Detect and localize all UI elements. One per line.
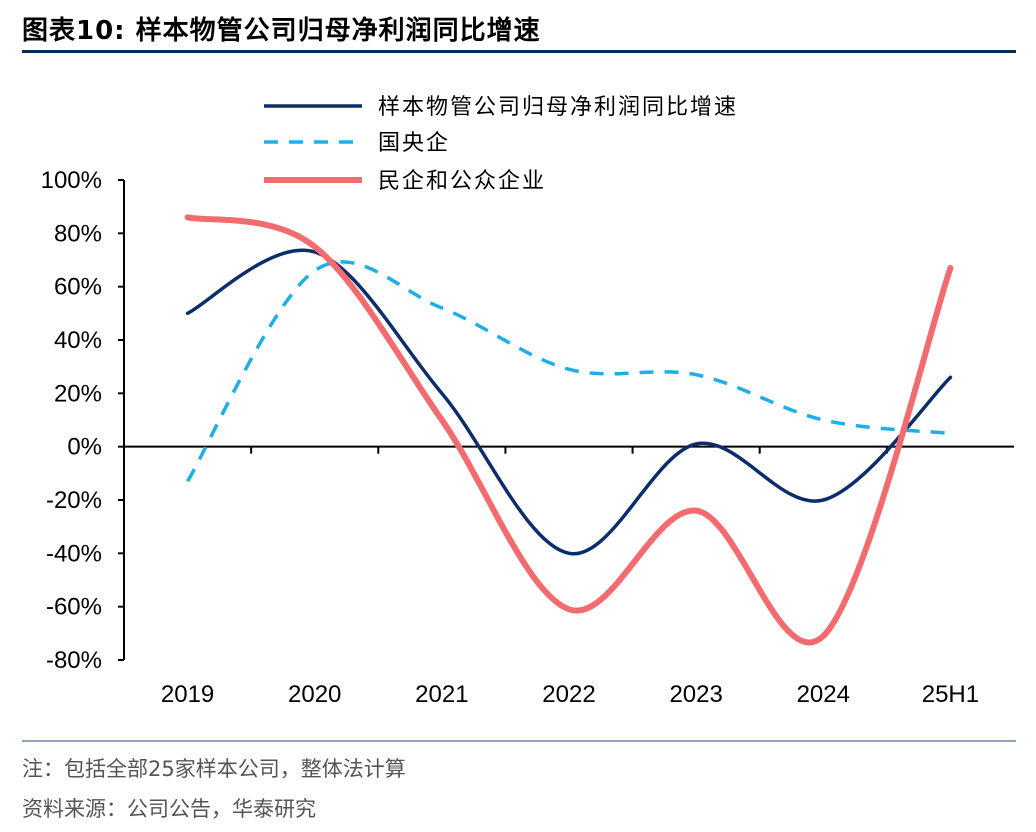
x-tick-label: 2024 (797, 681, 850, 708)
series-line-1 (185, 248, 953, 556)
chart-title: 图表10: 样本物管公司归母净利润同比增速 (22, 16, 541, 46)
title-rule (22, 50, 1016, 53)
source-note: 资料来源：公司公告，华泰研究 (22, 797, 316, 821)
x-tick-label: 2020 (288, 681, 341, 708)
y-tick-label: 20% (54, 380, 102, 407)
x-tick-label: 25H1 (922, 681, 979, 708)
series-line-3 (184, 214, 954, 646)
series-line-2 (186, 260, 951, 483)
x-tick-label: 2023 (669, 681, 722, 708)
y-tick-label: -60% (46, 594, 102, 621)
footnote: 注：包括全部25家样本公司，整体法计算 (22, 757, 406, 781)
y-tick-label: -80% (46, 647, 102, 674)
legend-label-2: 国央企 (378, 131, 450, 156)
y-tick-label: 0% (67, 434, 102, 461)
y-tick-label: -20% (46, 487, 102, 514)
x-tick-label: 2022 (542, 681, 595, 708)
y-tick-label: 100% (41, 167, 102, 194)
legend-label-1: 样本物管公司归母净利润同比增速 (378, 95, 738, 120)
y-tick-label: 40% (54, 327, 102, 354)
x-tick-label: 2021 (415, 681, 468, 708)
legend-label-3: 民企和公众企业 (378, 169, 546, 194)
line-chart: -80% -60% -40% -20% 0% 20% 40% 60% 80% 100% 2019 20… (41, 95, 1014, 708)
bottom-rule (22, 740, 1016, 742)
x-tick-label: 2019 (161, 681, 214, 708)
axes-layer: -80% -60% -40% -20% 0% 20% 40% 60% 80% 100% 2019 20… (41, 167, 1014, 708)
y-tick-label: -40% (46, 540, 102, 567)
series-layer (184, 214, 954, 646)
y-tick-label: 80% (54, 220, 102, 247)
y-tick-label: 60% (54, 274, 102, 301)
